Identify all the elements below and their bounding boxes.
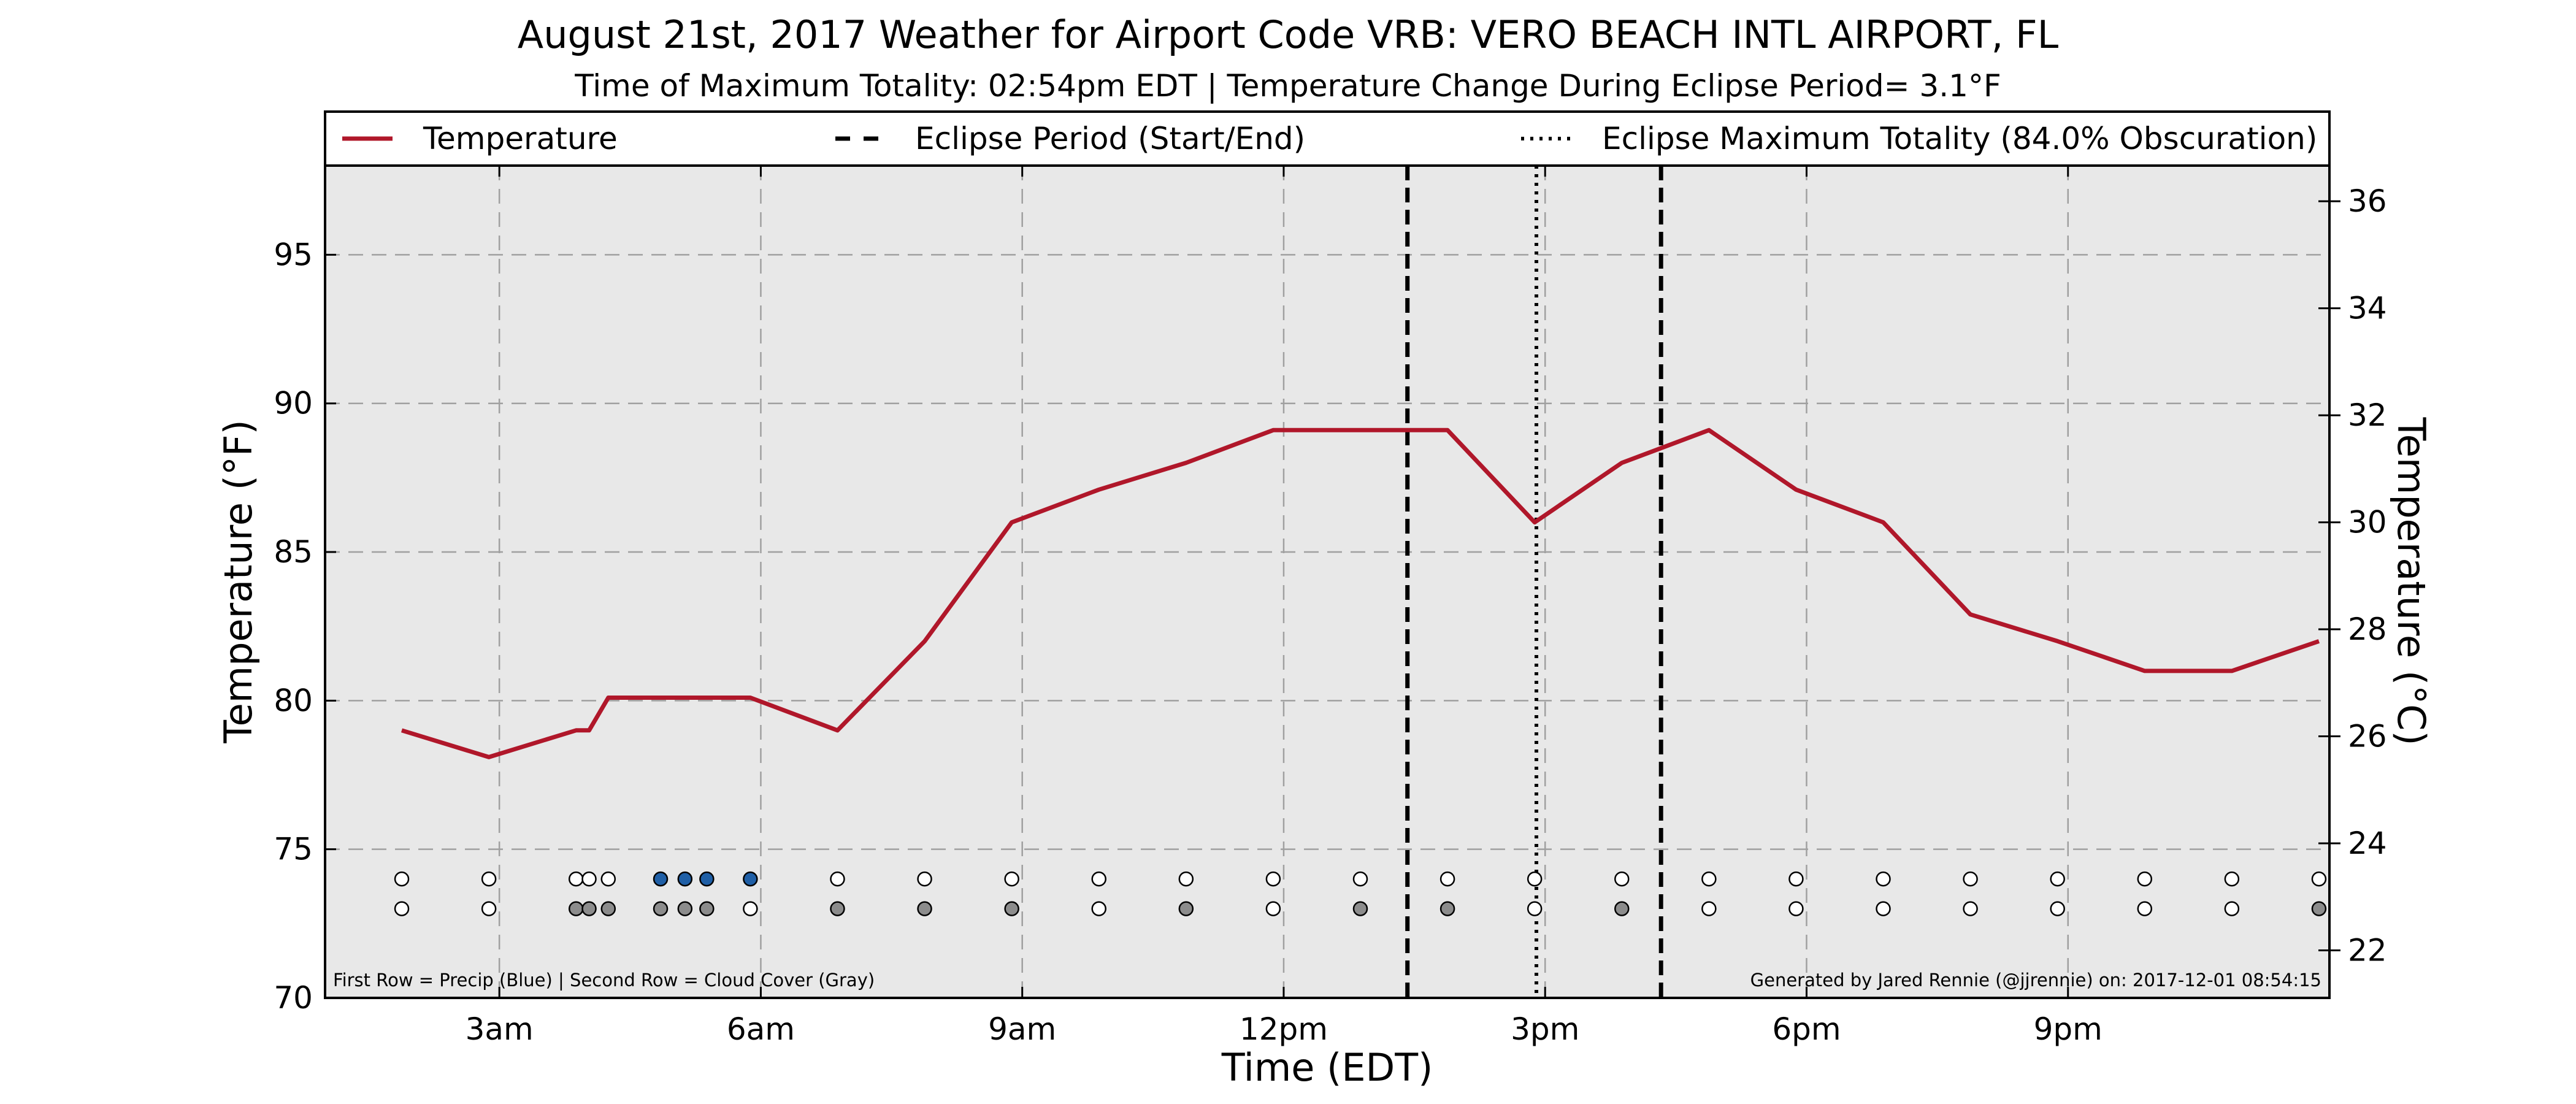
precip-dot <box>1527 871 1543 887</box>
dot-rows <box>394 871 2327 916</box>
precip-dot <box>1439 871 1455 887</box>
x-axis-label: Time (EDT) <box>1221 1045 1433 1090</box>
cloud-cover-dot <box>699 901 715 916</box>
precip-dot <box>699 871 715 887</box>
legend-label-temperature: Temperature <box>423 121 618 156</box>
y-tick-label: 80 <box>274 683 313 718</box>
precip-dot <box>1004 871 1019 887</box>
precip-dot <box>2050 871 2065 887</box>
precip-dot <box>568 871 584 887</box>
y-right-tick-label: 28 <box>2348 611 2387 647</box>
cloud-cover-dot <box>743 901 758 916</box>
cloud-cover-dot <box>2137 901 2153 916</box>
precip-dot <box>600 871 616 887</box>
cloud-cover-dot <box>568 901 584 916</box>
cloud-cover-dot <box>1091 901 1106 916</box>
y-right-tick-label: 26 <box>2348 719 2387 754</box>
y-axis-right-ticks: 22 24 26 28 30 32 34 36 <box>2318 183 2387 968</box>
cloud-cover-dot <box>653 901 669 916</box>
plot-area <box>325 166 2329 998</box>
precip-dot <box>1091 871 1106 887</box>
cloud-cover-dot <box>2224 901 2240 916</box>
y-axis-ticks: 70 75 80 85 90 95 <box>274 237 336 1016</box>
precip-dot <box>481 871 497 887</box>
cloud-cover-dot <box>2311 901 2327 916</box>
y-right-tick-label: 30 <box>2348 505 2387 540</box>
legend-label-eclipse-max: Eclipse Maximum Totality (84.0% Obscurat… <box>1602 121 2317 156</box>
legend-box <box>324 110 2331 167</box>
y-right-tick-label: 22 <box>2348 932 2387 968</box>
precip-dot <box>1614 871 1630 887</box>
precip-dot <box>1963 871 1978 887</box>
cloud-cover-dot <box>1265 901 1281 916</box>
y-tick-label: 95 <box>274 237 313 272</box>
temperature-line <box>401 427 2320 759</box>
footer-left-note: First Row = Precip (Blue) | Second Row =… <box>333 970 875 991</box>
y-axis-label: Temperature (°F) <box>216 420 261 743</box>
precip-dot <box>1352 871 1368 887</box>
precip-dot <box>1876 871 1891 887</box>
cloud-cover-dot <box>481 901 497 916</box>
x-tick-label: 9am <box>988 1011 1056 1047</box>
precip-dot <box>1701 871 1717 887</box>
x-tick-label: 3am <box>466 1011 534 1047</box>
cloud-cover-dot <box>830 901 845 916</box>
cloud-cover-dot <box>1701 901 1717 916</box>
cloud-cover-dot <box>1614 901 1630 916</box>
cloud-cover-dot <box>1178 901 1194 916</box>
cloud-cover-dot <box>1788 901 1804 916</box>
cloud-cover-dot <box>677 901 693 916</box>
y-right-tick-label: 32 <box>2348 397 2387 433</box>
cloud-cover-dot <box>2050 901 2065 916</box>
cloud-cover-dot <box>1963 901 1978 916</box>
cloud-cover-dot <box>1876 901 1891 916</box>
y-right-tick-label: 36 <box>2348 183 2387 219</box>
eclipse-lines <box>1405 166 1663 998</box>
cloud-cover-dot <box>394 901 410 916</box>
x-axis-ticks: 3am 6am 9am 12pm 3pm 6pm 9pm <box>466 166 2103 1047</box>
y-tick-label: 85 <box>274 534 313 570</box>
x-tick-label: 6pm <box>1772 1011 1841 1047</box>
precip-dot <box>1178 871 1194 887</box>
precip-dot <box>2311 871 2327 887</box>
y-right-tick-label: 24 <box>2348 826 2387 861</box>
cloud-cover-dot <box>917 901 932 916</box>
chart-subtitle: Time of Maximum Totality: 02:54pm EDT | … <box>574 68 2001 104</box>
precip-dot <box>677 871 693 887</box>
y-tick-label: 90 <box>274 386 313 421</box>
cloud-cover-dot <box>1439 901 1455 916</box>
precip-dot <box>1265 871 1281 887</box>
legend: Temperature Eclipse Period (Start/End) Ecl… <box>342 121 2317 156</box>
precip-dot <box>581 871 597 887</box>
y-axis-right-label: Temperature (°C) <box>2389 416 2434 745</box>
legend-label-eclipse-period: Eclipse Period (Start/End) <box>915 121 1305 156</box>
x-tick-label: 3pm <box>1511 1011 1579 1047</box>
precip-dot <box>2137 871 2153 887</box>
x-tick-label: 9pm <box>2034 1011 2103 1047</box>
precip-dot <box>743 871 758 887</box>
y-tick-label: 75 <box>274 832 313 867</box>
cloud-cover-dot <box>1527 901 1543 916</box>
cloud-cover-dot <box>581 901 597 916</box>
x-tick-label: 12pm <box>1240 1011 1328 1047</box>
precip-dot <box>917 871 932 887</box>
y-tick-label: 70 <box>274 980 313 1016</box>
footer-right-note: Generated by Jared Rennie (@jjrennie) on… <box>1750 970 2321 991</box>
precip-dot <box>394 871 410 887</box>
cloud-cover-dot <box>1004 901 1019 916</box>
cloud-cover-dot <box>1352 901 1368 916</box>
y-right-tick-label: 34 <box>2348 291 2387 326</box>
chart-title: August 21st, 2017 Weather for Airport Co… <box>518 12 2059 57</box>
precip-dot <box>2224 871 2240 887</box>
series-layer <box>401 427 2320 759</box>
cloud-cover-dot <box>600 901 616 916</box>
precip-dot <box>653 871 669 887</box>
x-tick-label: 6am <box>727 1011 795 1047</box>
precip-dot <box>830 871 845 887</box>
grid-lines <box>325 166 2329 998</box>
precip-dot <box>1788 871 1804 887</box>
